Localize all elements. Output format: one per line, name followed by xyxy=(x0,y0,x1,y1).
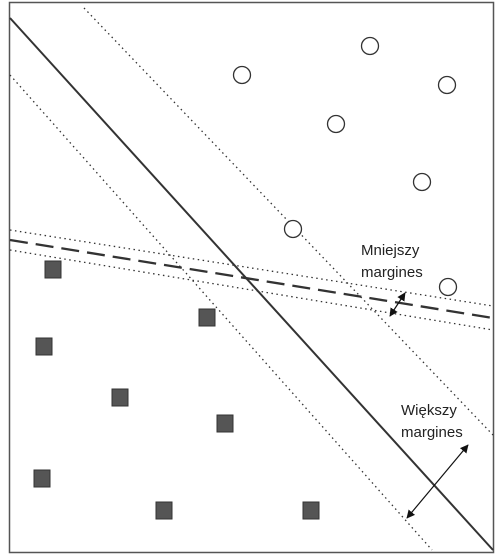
smaller-margin-label-line1: Mniejszy xyxy=(361,242,420,259)
small-margin-arrow xyxy=(389,292,406,317)
square-point xyxy=(33,469,51,488)
circle-point xyxy=(438,277,458,297)
smaller-margin-label-line2: margines xyxy=(361,264,423,281)
large-margin-arrow xyxy=(406,444,469,519)
larger-margin-label-line2: margines xyxy=(401,424,463,441)
separator-line-large-margin xyxy=(9,17,494,551)
circle-point xyxy=(360,36,380,56)
larger-margin-label-line1: Większy xyxy=(401,402,457,419)
separator-line-small-margin xyxy=(9,238,494,320)
circle-point xyxy=(437,75,457,95)
square-point xyxy=(111,388,129,407)
square-point xyxy=(198,308,216,327)
square-point xyxy=(216,414,234,433)
square-point xyxy=(302,501,320,520)
square-point xyxy=(155,501,173,520)
circle-point xyxy=(283,219,303,239)
circle-point xyxy=(326,114,346,134)
margin-line-small-upper xyxy=(9,229,494,307)
class-circles xyxy=(232,36,458,297)
margin-line-small-lower xyxy=(9,249,494,331)
circle-point xyxy=(232,65,252,85)
margin-line-large-lower xyxy=(9,74,433,551)
class-squares xyxy=(33,260,320,520)
plot-frame xyxy=(8,1,495,554)
square-point xyxy=(35,337,53,356)
circle-point xyxy=(412,172,432,192)
square-point xyxy=(44,260,62,279)
